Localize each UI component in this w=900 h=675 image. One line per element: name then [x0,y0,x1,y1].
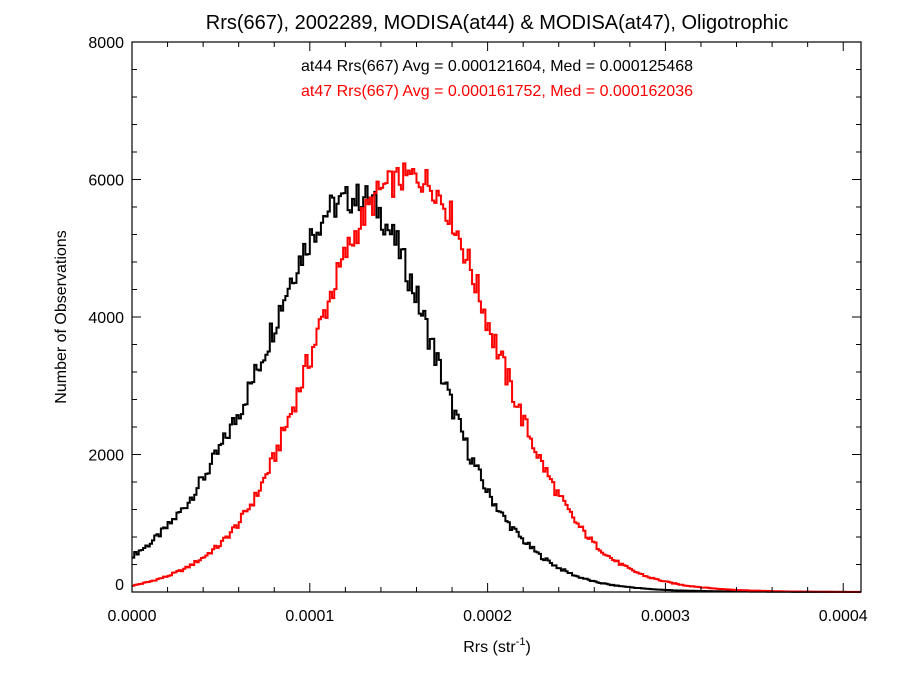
x-axis: 0.0000 0.0001 0.0002 0.0003 0.0004 [108,42,868,625]
x-tick-label: 0.0004 [819,608,868,625]
y-axis: 0 2000 4000 6000 8000 [88,35,861,594]
chart-title: Rrs(667), 2002289, MODISA(at44) & MODISA… [206,12,788,34]
x-tick-label: 0.0000 [108,608,157,625]
annotation-at44: at44 Rrs(667) Avg = 0.000121604, Med = 0… [301,58,693,75]
y-axis-label: Number of Observations [53,230,70,403]
x-axis-label: Rrs (str-1) [463,636,531,656]
x-axis-label-main: Rrs (str [463,639,516,656]
series-0-line [132,183,861,593]
x-tick-label: 0.0002 [463,608,512,625]
series-group [132,162,861,593]
x-axis-label-sup: -1 [516,636,526,648]
y-tick-label: 0 [115,577,124,594]
annotation-at47: at47 Rrs(667) Avg = 0.000161752, Med = 0… [301,83,693,100]
x-tick-label: 0.0001 [285,608,334,625]
y-tick-label: 2000 [88,448,124,465]
x-axis-label-end: ) [525,639,530,656]
y-tick-label: 6000 [88,173,124,190]
series-1-line [132,162,861,593]
x-tick-label: 0.0003 [641,608,690,625]
y-tick-label: 4000 [88,310,124,327]
y-tick-label: 8000 [88,35,124,52]
